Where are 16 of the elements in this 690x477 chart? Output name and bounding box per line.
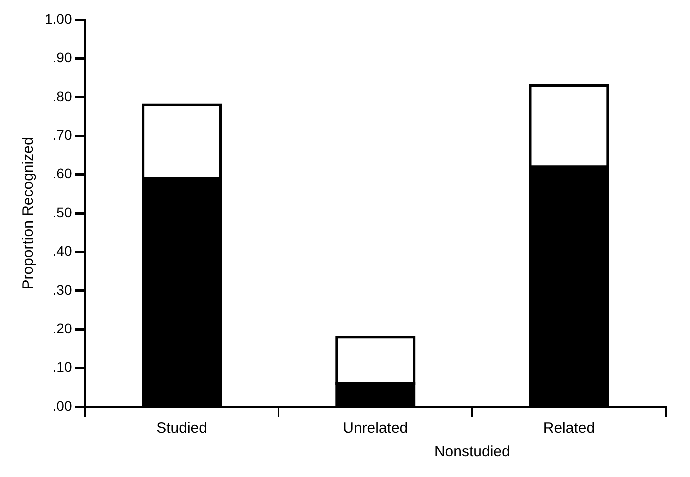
y-axis-title: Proportion Recognized [20, 137, 38, 290]
y-tick-label: .90 [52, 50, 72, 66]
y-tick-label: .20 [52, 320, 72, 336]
y-tick-label: .50 [52, 204, 72, 220]
x-axis-title: Nonstudied [434, 444, 510, 461]
y-tick-label: .80 [52, 88, 72, 104]
y-tick-label: 1.00 [45, 10, 72, 27]
y-tick-label: .60 [52, 166, 72, 182]
y-tick-label: .40 [52, 243, 72, 260]
x-tick-label: Related [543, 420, 596, 438]
y-tick-label: .10 [52, 359, 72, 376]
y-tick-label: .70 [52, 126, 72, 143]
y-tick-label: .30 [52, 282, 72, 298]
x-tick-label: Studied [156, 420, 208, 438]
x-tick-label: Unrelated [343, 420, 408, 438]
y-tick-label: .00 [52, 398, 72, 414]
